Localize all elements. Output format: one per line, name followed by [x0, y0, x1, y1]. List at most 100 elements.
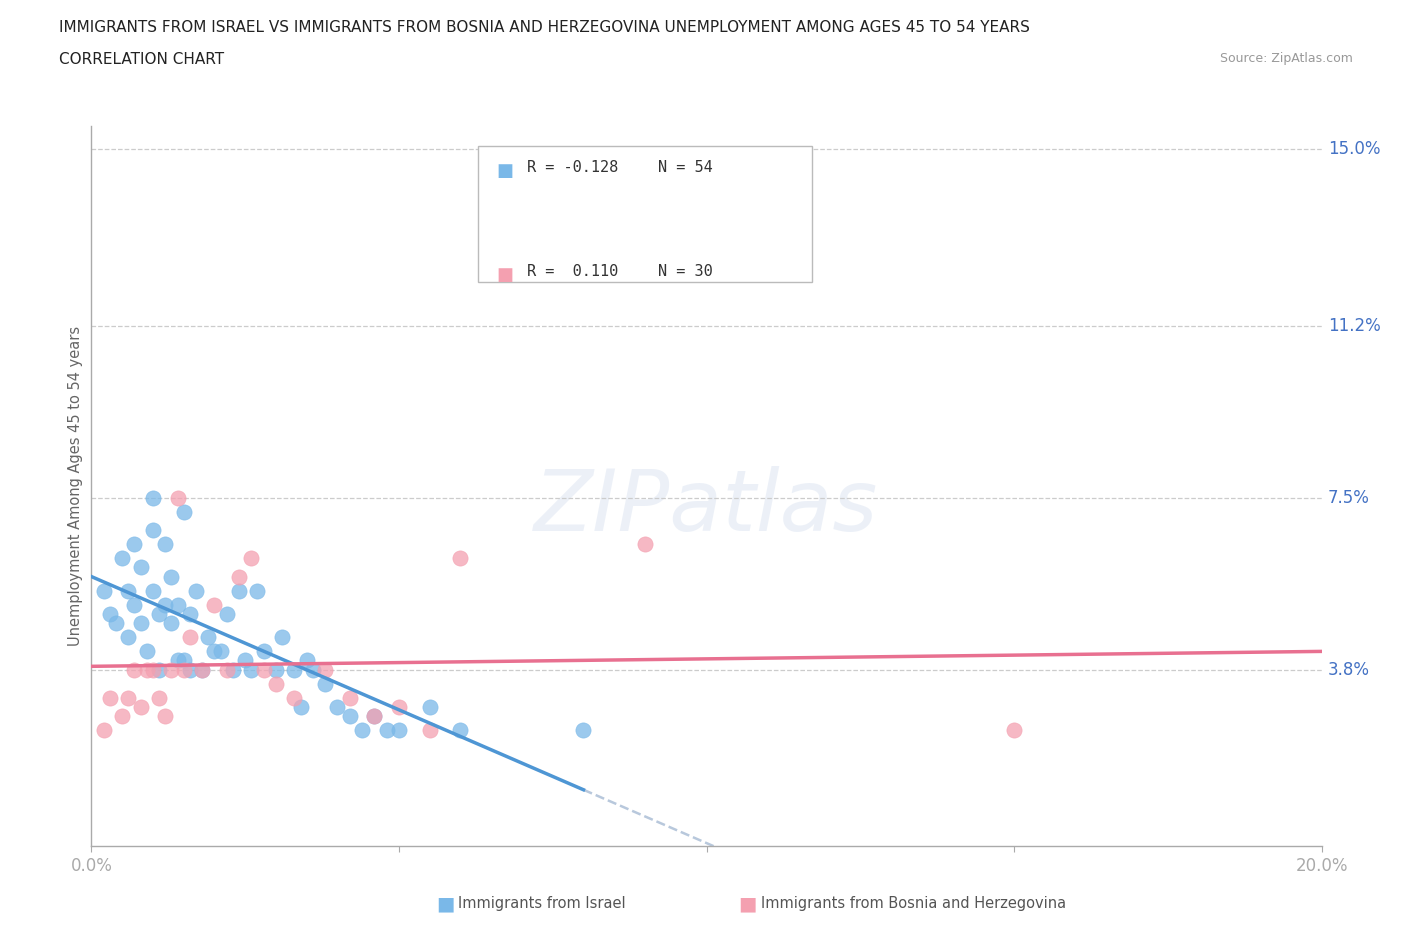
Point [1002, 723, 1025, 737]
Point [166, 653, 188, 668]
Point [202, 644, 225, 658]
Point [197, 630, 219, 644]
Point [419, 723, 441, 737]
Point [117, 583, 139, 598]
Text: N = 30: N = 30 [658, 264, 713, 279]
Point [98, 690, 121, 705]
Point [148, 662, 170, 677]
Text: ■: ■ [496, 162, 513, 179]
Point [350, 723, 373, 737]
Point [93, 583, 115, 598]
Point [375, 723, 398, 737]
Text: Source: ZipAtlas.com: Source: ZipAtlas.com [1219, 52, 1353, 65]
Point [179, 606, 201, 621]
Point [117, 690, 139, 705]
Point [160, 616, 183, 631]
Point [634, 537, 657, 551]
Text: 15.0%: 15.0% [1327, 140, 1381, 158]
Point [233, 653, 256, 668]
Point [142, 523, 165, 538]
Text: 11.2%: 11.2% [1327, 316, 1381, 335]
Point [98, 606, 121, 621]
Point [129, 616, 152, 631]
Text: 7.5%: 7.5% [1327, 488, 1369, 507]
Point [93, 723, 115, 737]
Point [124, 537, 146, 551]
Point [449, 723, 471, 737]
Text: ■: ■ [436, 895, 454, 913]
Point [111, 709, 134, 724]
Point [363, 709, 385, 724]
Text: N = 54: N = 54 [658, 160, 713, 175]
Point [184, 583, 207, 598]
Text: ZIPatlas: ZIPatlas [534, 466, 879, 549]
Point [271, 630, 294, 644]
Point [314, 662, 336, 677]
Point [153, 597, 177, 612]
Point [191, 662, 214, 677]
Point [153, 709, 177, 724]
Text: Immigrants from Israel: Immigrants from Israel [458, 897, 626, 911]
Text: CORRELATION CHART: CORRELATION CHART [59, 52, 224, 67]
Point [253, 662, 276, 677]
Point [283, 662, 305, 677]
Point [209, 644, 232, 658]
Point [339, 709, 361, 724]
Point [166, 597, 188, 612]
Text: 3.8%: 3.8% [1327, 660, 1369, 679]
Point [388, 723, 411, 737]
Point [228, 569, 250, 584]
Point [173, 504, 195, 519]
Point [253, 644, 276, 658]
Point [240, 662, 263, 677]
Point [264, 662, 287, 677]
Text: ■: ■ [496, 266, 513, 284]
Point [290, 699, 312, 714]
Point [135, 662, 157, 677]
Point [160, 662, 183, 677]
Point [246, 583, 269, 598]
Text: R = -0.128: R = -0.128 [527, 160, 619, 175]
Point [153, 537, 177, 551]
Point [301, 662, 323, 677]
Text: ■: ■ [738, 895, 756, 913]
Point [179, 662, 201, 677]
Point [124, 662, 146, 677]
Point [222, 662, 245, 677]
Point [160, 569, 183, 584]
Point [264, 676, 287, 691]
Point [202, 597, 225, 612]
Point [142, 490, 165, 505]
Point [388, 699, 411, 714]
Point [314, 676, 336, 691]
Point [339, 690, 361, 705]
Text: Immigrants from Bosnia and Herzegovina: Immigrants from Bosnia and Herzegovina [761, 897, 1066, 911]
Point [148, 690, 170, 705]
Point [572, 723, 595, 737]
Point [117, 630, 139, 644]
Point [179, 630, 201, 644]
Point [129, 560, 152, 575]
Point [166, 490, 188, 505]
Point [215, 662, 238, 677]
Point [215, 606, 238, 621]
Point [173, 653, 195, 668]
Point [295, 653, 318, 668]
Point [129, 699, 152, 714]
Point [142, 583, 165, 598]
Text: R =  0.110: R = 0.110 [527, 264, 619, 279]
Point [419, 699, 441, 714]
Point [240, 551, 263, 565]
Point [148, 606, 170, 621]
Point [173, 662, 195, 677]
Point [283, 690, 305, 705]
Point [142, 662, 165, 677]
Y-axis label: Unemployment Among Ages 45 to 54 years: Unemployment Among Ages 45 to 54 years [67, 326, 83, 646]
Point [228, 583, 250, 598]
Point [124, 597, 146, 612]
Point [191, 662, 214, 677]
Text: IMMIGRANTS FROM ISRAEL VS IMMIGRANTS FROM BOSNIA AND HERZEGOVINA UNEMPLOYMENT AM: IMMIGRANTS FROM ISRAEL VS IMMIGRANTS FRO… [59, 20, 1031, 35]
Point [326, 699, 349, 714]
Point [105, 616, 127, 631]
Point [363, 709, 385, 724]
